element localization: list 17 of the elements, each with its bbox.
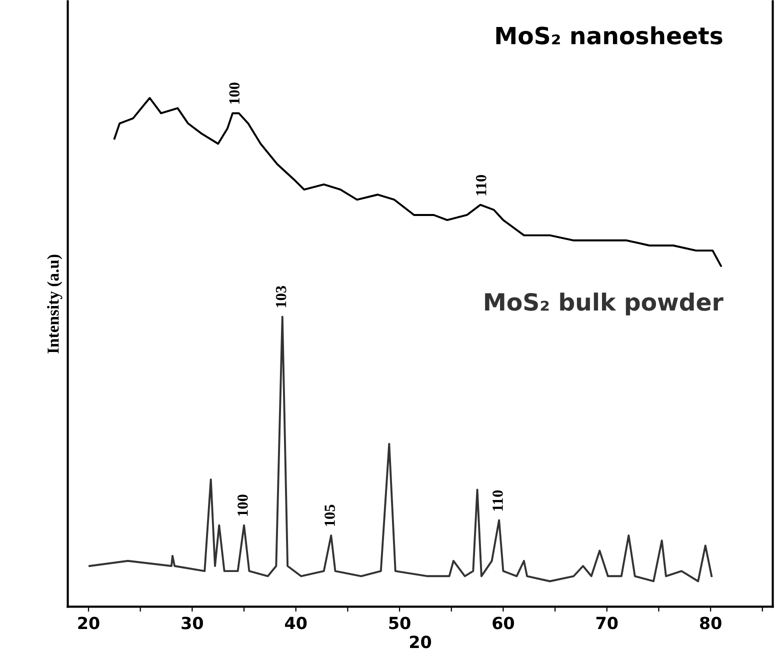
- x-tick-label: 70: [596, 616, 618, 630]
- x-tick-label: 50: [389, 616, 410, 630]
- x-tick-label: 60: [492, 616, 514, 630]
- annotation: 100: [238, 494, 248, 516]
- annotation: 103: [276, 286, 286, 308]
- text: MoS₂ bulk powder: [485, 292, 724, 316]
- x-tick-label: 40: [285, 616, 307, 630]
- x-tick-label: 30: [182, 616, 203, 630]
- y-axis-title: Intensity (a.u): [47, 254, 62, 354]
- annotation: 105: [324, 504, 335, 526]
- text: MoS₂ nanosheets: [496, 26, 722, 44]
- annotation: 110: [476, 174, 486, 196]
- annotation: 110: [492, 490, 503, 511]
- x-axis-title: 20: [410, 636, 432, 648]
- x-tick-label: 80: [700, 616, 722, 630]
- annotation: 100: [229, 82, 240, 104]
- x-tick-label: 20: [78, 616, 100, 630]
